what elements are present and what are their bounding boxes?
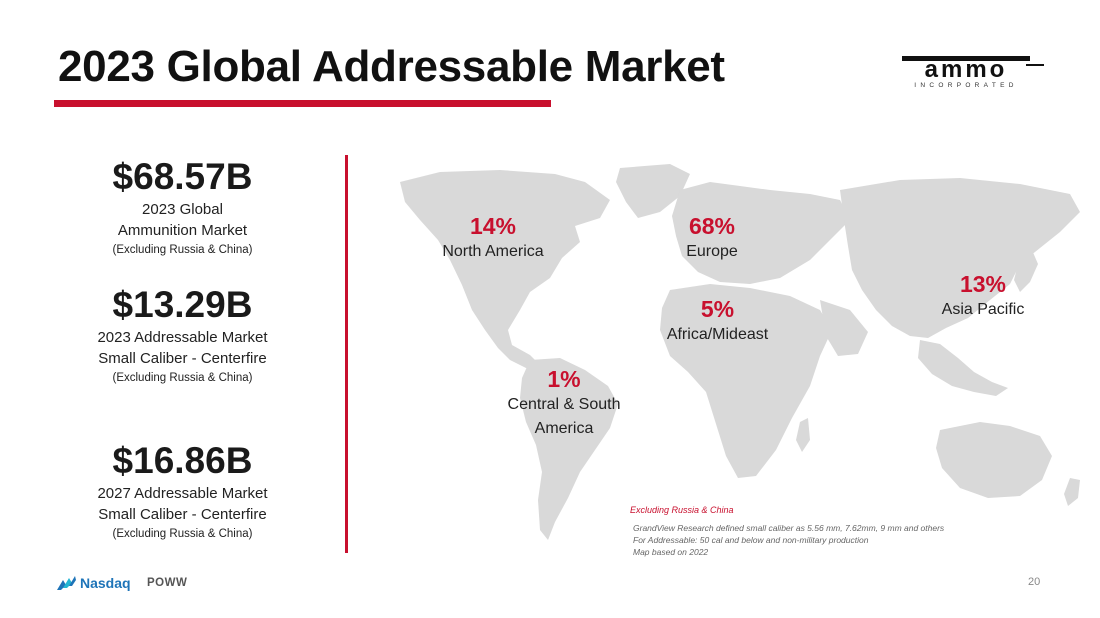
stat-value: $68.57B xyxy=(112,156,253,197)
region-africa-mideast: 5% Africa/Mideast xyxy=(645,295,790,347)
stat-label-2: Small Caliber - Centerfire xyxy=(98,350,267,367)
stat-value: $16.86B xyxy=(112,440,253,481)
map-europe xyxy=(672,182,850,284)
stat-note: (Excluding Russia & China) xyxy=(112,528,253,540)
stat-label-1: 2027 Addressable Market xyxy=(97,485,268,502)
vertical-divider xyxy=(345,155,348,553)
ticker-symbol: POWW xyxy=(147,577,188,589)
map-japan xyxy=(1014,250,1038,292)
nasdaq-logo: Nasdaq xyxy=(55,574,131,592)
world-map xyxy=(400,164,1080,540)
map-north-america xyxy=(400,170,610,370)
region-name-line-1: Central & South xyxy=(507,396,621,413)
map-greenland xyxy=(616,164,690,218)
nasdaq-icon xyxy=(57,576,76,590)
title-underline xyxy=(54,100,551,107)
region-percent: 13% xyxy=(959,271,1007,297)
map-arabia xyxy=(820,300,868,356)
stat-label-2: Small Caliber - Centerfire xyxy=(98,506,267,523)
region-percent: 1% xyxy=(547,366,581,392)
footnote-line: For Addressable: 50 cal and below and no… xyxy=(633,535,869,545)
company-logo: ammo INCORPORATED xyxy=(900,52,1048,90)
stat-2027-addressable: $16.86B 2027 Addressable Market Small Ca… xyxy=(60,439,305,543)
footnote-heading: Excluding Russia & China xyxy=(630,505,734,515)
map-south-america xyxy=(520,358,618,540)
region-europe: 68% Europe xyxy=(662,212,762,264)
region-asia-pacific: 13% Asia Pacific xyxy=(928,270,1038,322)
footnote-line: Map based on 2022 xyxy=(633,547,709,557)
stat-label-1: 2023 Addressable Market xyxy=(97,329,268,346)
region-name: North America xyxy=(442,243,544,260)
footnote-line: GrandView Research defined small caliber… xyxy=(633,523,945,533)
region-name: Europe xyxy=(686,243,738,260)
stat-label-1: 2023 Global xyxy=(142,201,223,218)
nasdaq-label: Nasdaq xyxy=(80,575,131,591)
stat-value: $13.29B xyxy=(112,284,253,325)
region-name: Africa/Mideast xyxy=(666,326,769,343)
map-asia xyxy=(840,178,1080,338)
map-madagascar xyxy=(796,418,810,452)
logo-tagline: INCORPORATED xyxy=(914,82,1017,89)
map-new-zealand xyxy=(1064,478,1080,506)
region-name-line-2: America xyxy=(534,420,594,437)
logo-word: ammo xyxy=(925,56,1008,83)
stat-2023-addressable: $13.29B 2023 Addressable Market Small Ca… xyxy=(60,283,305,387)
map-australia xyxy=(936,422,1052,498)
page-number: 20 xyxy=(1028,576,1041,588)
map-southeast-asia xyxy=(918,340,1008,396)
map-africa xyxy=(660,284,832,478)
stat-global-market: $68.57B 2023 Global Ammunition Market (E… xyxy=(60,155,305,259)
footnotes: GrandView Research defined small caliber… xyxy=(633,522,944,558)
page-title: 2023 Global Addressable Market xyxy=(58,42,725,91)
region-percent: 14% xyxy=(469,213,517,239)
stat-note: (Excluding Russia & China) xyxy=(112,244,253,256)
region-percent: 68% xyxy=(688,213,736,239)
region-percent: 5% xyxy=(700,296,735,322)
region-name: Asia Pacific xyxy=(941,301,1025,318)
region-central-south-america: 1% Central & South America xyxy=(490,365,638,441)
stat-note: (Excluding Russia & China) xyxy=(112,372,253,384)
region-north-america: 14% North America xyxy=(425,212,561,264)
stat-label-2: Ammunition Market xyxy=(117,222,248,239)
